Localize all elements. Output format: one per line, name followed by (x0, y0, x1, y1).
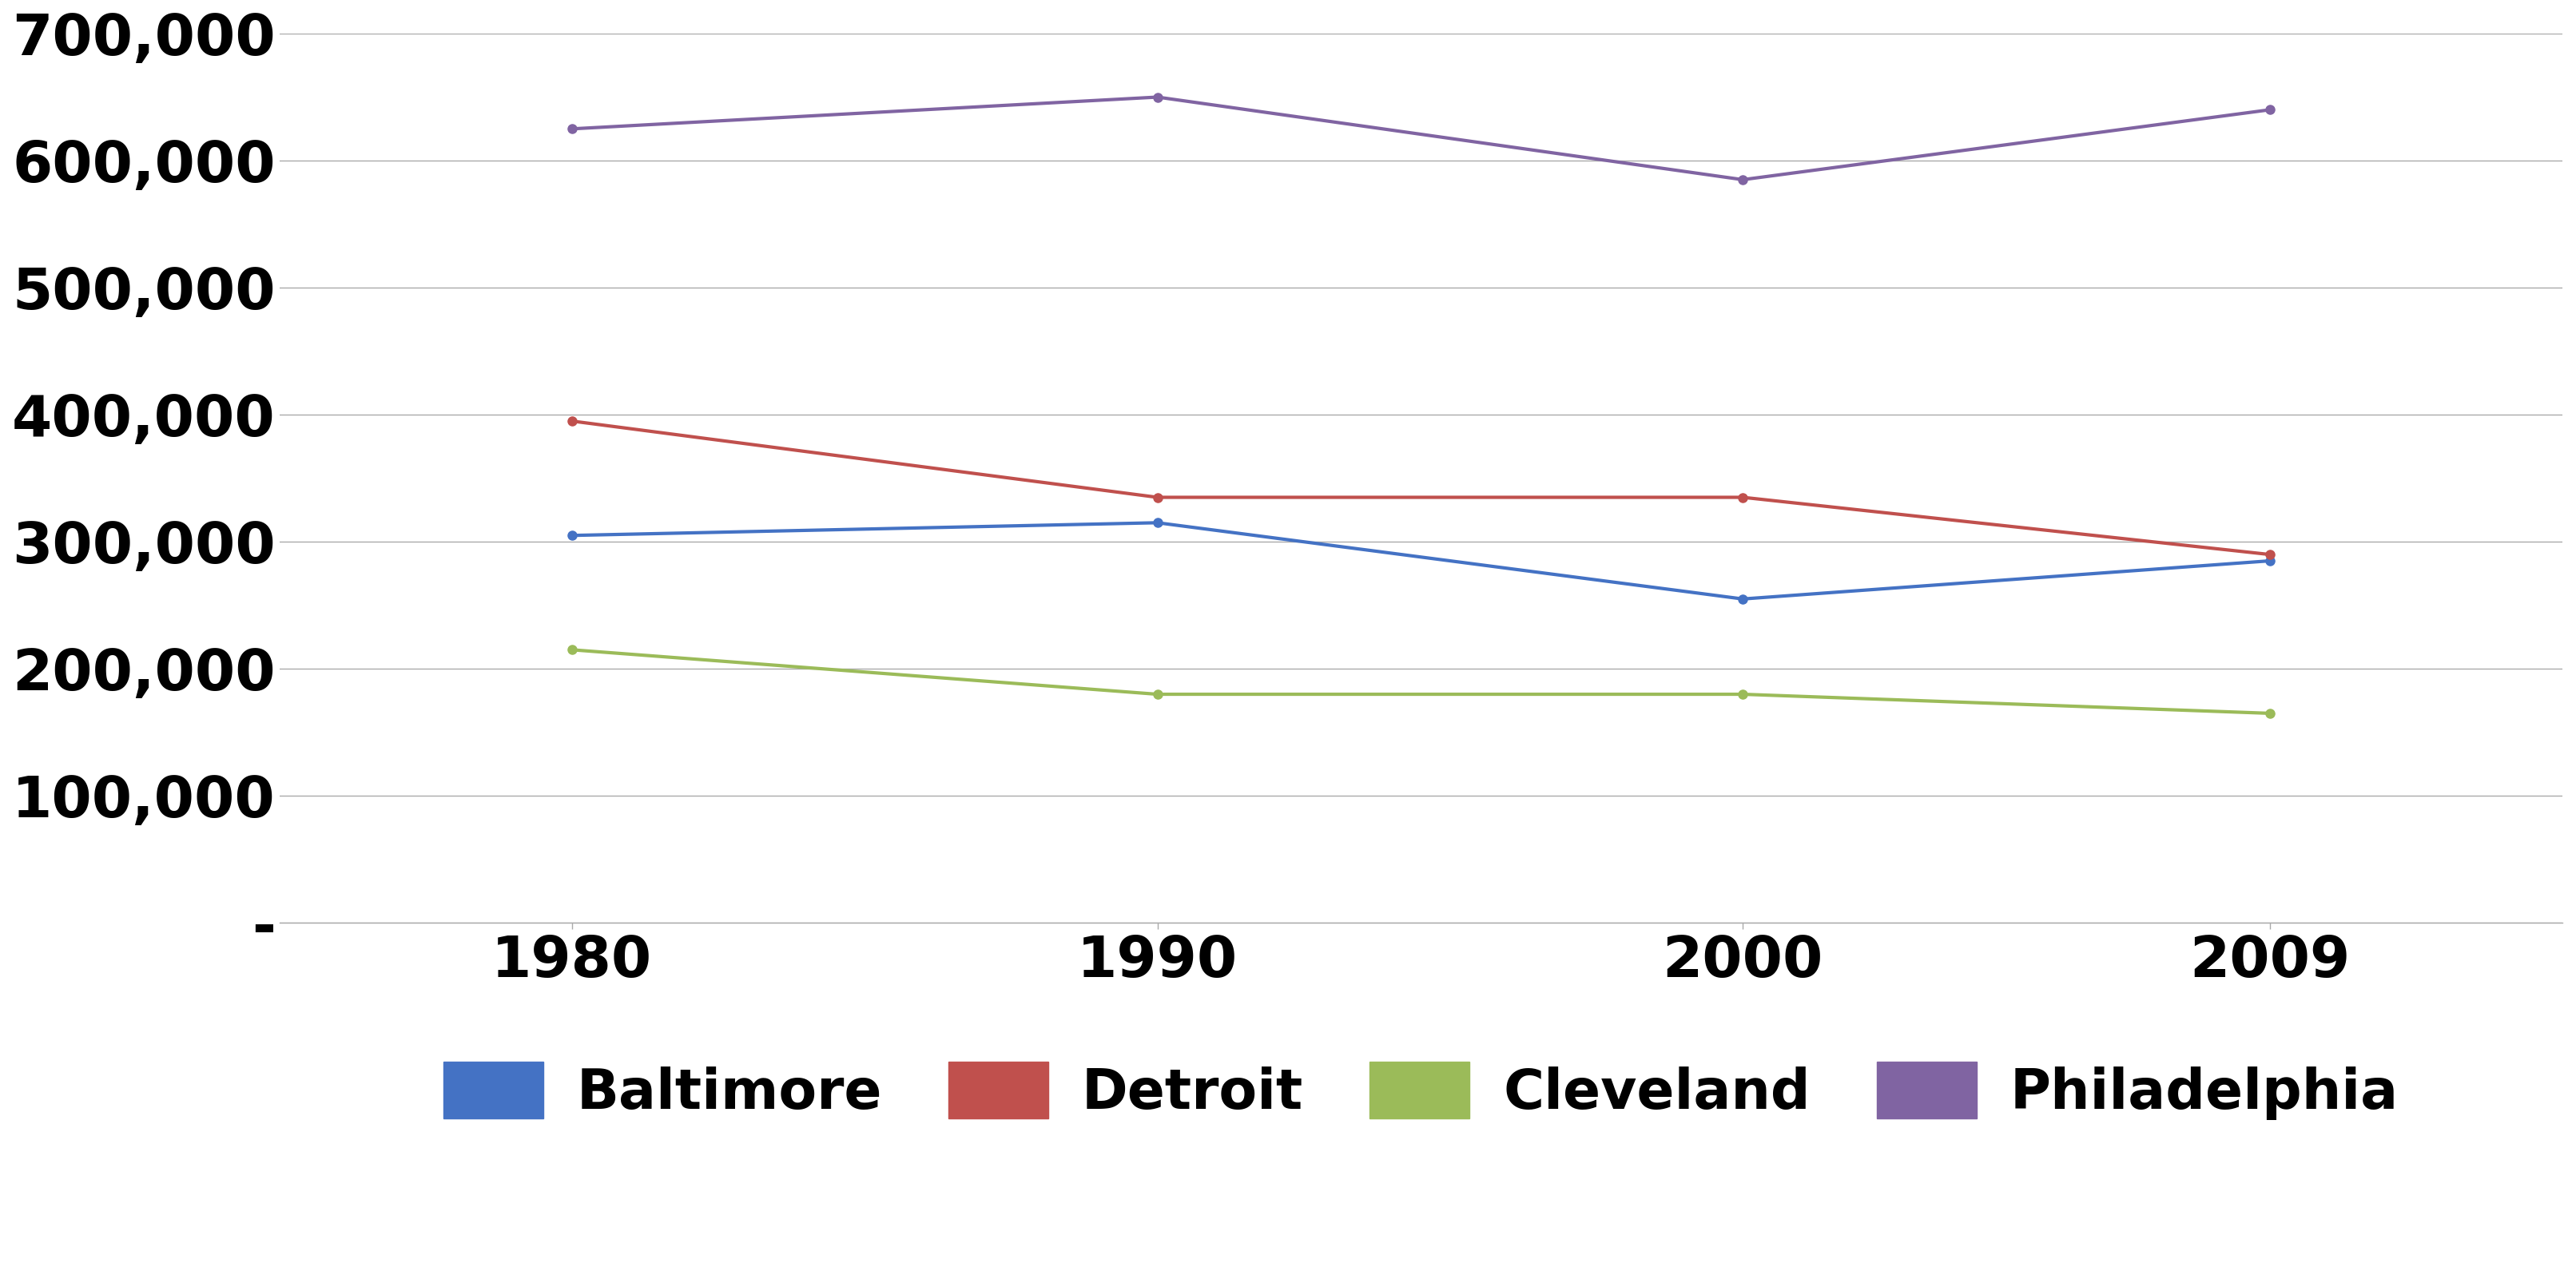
Legend: Baltimore, Detroit, Cleveland, Philadelphia: Baltimore, Detroit, Cleveland, Philadelp… (420, 1040, 2421, 1142)
Detroit (1141, 490, 1172, 505)
Baltimore (1141, 515, 1172, 531)
Baltimore (556, 528, 587, 544)
Detroit (1728, 490, 1759, 505)
Philadelphia (1141, 90, 1172, 105)
Line: Cleveland: Cleveland (567, 646, 2275, 718)
Detroit (2254, 547, 2285, 563)
Line: Baltimore: Baltimore (567, 518, 2275, 604)
Philadelphia (556, 122, 587, 137)
Line: Philadelphia: Philadelphia (567, 92, 2275, 184)
Cleveland (556, 642, 587, 657)
Baltimore (1728, 591, 1759, 606)
Philadelphia (2254, 102, 2285, 118)
Philadelphia (1728, 171, 1759, 187)
Cleveland (2254, 706, 2285, 721)
Cleveland (1728, 687, 1759, 702)
Detroit (556, 413, 587, 428)
Line: Detroit: Detroit (567, 417, 2275, 559)
Baltimore (2254, 554, 2285, 569)
Cleveland (1141, 687, 1172, 702)
